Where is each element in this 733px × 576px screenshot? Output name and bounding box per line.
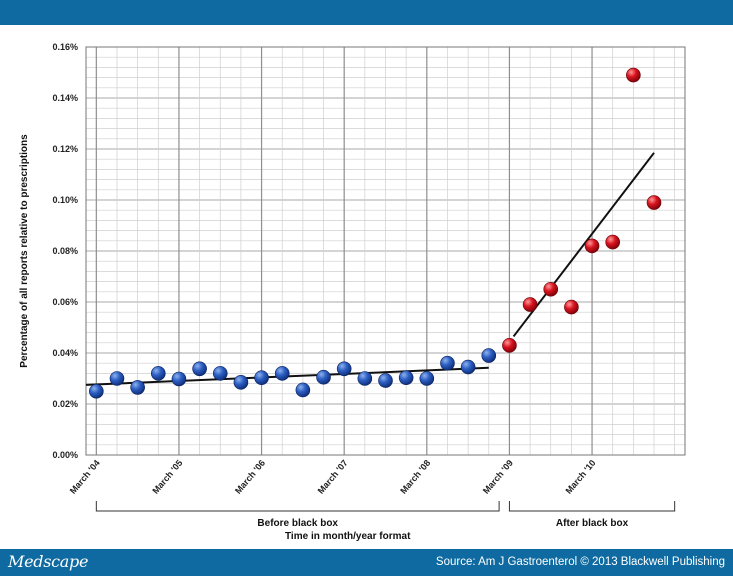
x-axis-label: Time in month/year format xyxy=(285,531,411,542)
y-tick-label: 0.00% xyxy=(52,450,78,460)
medscape-logo: Medscape xyxy=(8,552,89,571)
data-point xyxy=(274,366,290,381)
x-tick-label: March '08 xyxy=(398,458,432,496)
y-tick-label: 0.04% xyxy=(52,348,78,358)
y-tick-label: 0.16% xyxy=(52,42,78,52)
data-point xyxy=(192,361,207,377)
y-tick-label: 0.12% xyxy=(52,144,78,154)
header-bar xyxy=(0,0,733,25)
x-tick-label: March '05 xyxy=(150,458,184,496)
x-tick-label: March '04 xyxy=(68,458,102,496)
phase-bracket xyxy=(95,501,500,512)
data-point xyxy=(109,371,125,386)
data-point xyxy=(171,371,187,387)
data-points xyxy=(89,67,662,399)
data-point xyxy=(254,370,269,386)
data-point xyxy=(130,380,145,395)
data-point xyxy=(89,383,104,399)
data-point xyxy=(378,373,393,388)
data-point xyxy=(316,369,331,385)
data-point xyxy=(543,281,559,297)
data-point xyxy=(150,366,166,381)
x-tick-label: March '09 xyxy=(481,458,515,496)
data-point xyxy=(357,371,373,386)
x-tick-label: March '07 xyxy=(316,458,350,496)
x-tick-label: March '10 xyxy=(563,458,597,496)
x-tick-label: March '06 xyxy=(233,458,267,496)
y-tick-label: 0.08% xyxy=(52,246,78,256)
data-point xyxy=(419,371,435,386)
data-point xyxy=(564,299,579,315)
data-point xyxy=(481,348,497,363)
y-tick-label: 0.06% xyxy=(52,297,78,307)
scatter-chart: 0.00% 0.02% 0.04% 0.06% 0.08% 0.10% 0.12% 0.14%… xyxy=(19,42,686,542)
data-point xyxy=(212,366,228,381)
data-point xyxy=(398,370,414,386)
y-tick-label: 0.02% xyxy=(52,399,78,409)
y-axis-label: Percentage of all reports relative to pr… xyxy=(19,134,30,368)
source-credit: Source: Am J Gastroenterol © 2013 Blackw… xyxy=(435,556,725,568)
data-point xyxy=(584,238,600,254)
y-tick-label: 0.14% xyxy=(52,93,78,103)
plot-frame xyxy=(85,46,686,456)
data-point xyxy=(440,355,455,371)
footer-bar: Medscape Source: Am J Gastroenterol © 20… xyxy=(0,549,733,576)
data-point xyxy=(502,338,517,353)
data-point xyxy=(646,195,662,210)
axes xyxy=(85,46,686,512)
y-tick-label: 0.10% xyxy=(52,195,78,205)
data-point xyxy=(295,382,311,398)
phase-label: After black box xyxy=(556,518,629,529)
data-point xyxy=(460,359,476,375)
data-point xyxy=(233,375,249,390)
data-point xyxy=(605,234,621,250)
data-point xyxy=(626,67,641,83)
phase-bracket xyxy=(508,501,676,512)
data-point xyxy=(522,297,538,312)
data-point xyxy=(336,361,352,377)
phase-label: Before black box xyxy=(257,518,338,529)
